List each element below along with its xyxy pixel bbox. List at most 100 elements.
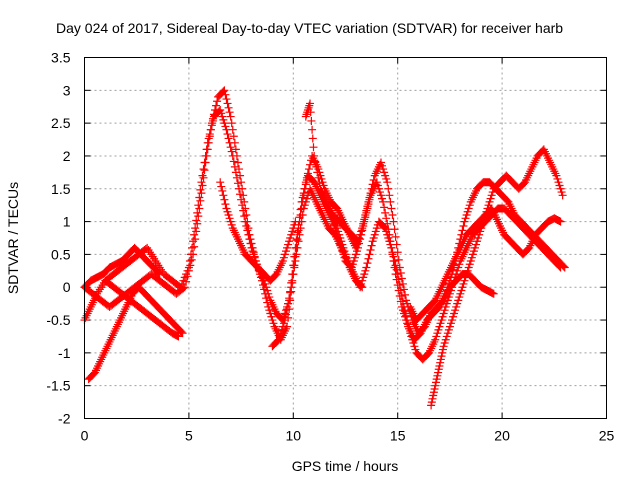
data-point: [429, 388, 438, 397]
data-point: [403, 316, 412, 325]
data-point: [239, 191, 248, 200]
data-point: [199, 173, 208, 182]
x-tick-label: 20: [494, 428, 510, 444]
data-point: [367, 241, 376, 250]
data-point: [197, 178, 206, 187]
data-point: [184, 266, 193, 275]
data-point: [207, 119, 216, 128]
x-tick-label: 25: [599, 428, 615, 444]
y-tick-label: 1: [63, 214, 71, 230]
data-point: [304, 103, 313, 112]
data-point: [225, 108, 234, 117]
y-tick-label: 1.5: [51, 181, 71, 197]
data-point: [385, 237, 394, 246]
data-point: [449, 312, 458, 321]
data-point: [227, 220, 236, 229]
data-point: [358, 283, 367, 292]
data-point: [218, 112, 227, 121]
data-point: [378, 161, 387, 170]
data-point: [464, 263, 473, 272]
data-point: [554, 178, 563, 187]
data-point: [350, 253, 359, 262]
data-point: [222, 204, 231, 213]
data-point: [393, 270, 402, 279]
data-point: [194, 201, 203, 210]
data-point: [201, 158, 210, 167]
data-point: [288, 276, 297, 285]
data-point: [369, 176, 378, 185]
data-point: [221, 90, 230, 99]
data-point: [232, 151, 241, 160]
data-point: [463, 266, 472, 275]
data-point: [368, 180, 377, 189]
data-point: [223, 207, 232, 216]
x-tick-label: 15: [390, 428, 406, 444]
data-point: [462, 211, 471, 220]
data-point: [221, 200, 230, 209]
data-point: [369, 234, 378, 242]
data-point: [366, 246, 375, 255]
data-point: [434, 368, 443, 377]
data-point: [298, 211, 307, 220]
data-point: [555, 181, 564, 190]
y-axis-label: SDTVAR / TECUs: [5, 182, 21, 294]
data-point: [196, 196, 205, 205]
data-point: [223, 130, 232, 139]
data-point: [283, 243, 292, 252]
data-point: [211, 106, 219, 115]
data-point: [459, 279, 468, 288]
data-point: [468, 250, 477, 259]
data-point: [192, 216, 201, 225]
data-point: [177, 328, 186, 337]
data-point: [300, 201, 309, 210]
data-point: [187, 255, 196, 264]
data-point: [380, 223, 389, 232]
data-point: [441, 302, 450, 311]
data-point: [178, 329, 187, 338]
data-point: [226, 217, 235, 226]
y-tick-label: 0: [63, 279, 71, 295]
data-point: [389, 217, 398, 226]
data-point: [262, 294, 271, 303]
data-point: [289, 224, 298, 233]
data-point: [391, 261, 400, 270]
data-point: [240, 197, 249, 206]
data-point: [242, 221, 251, 230]
data-point: [382, 227, 391, 236]
data-point: [305, 101, 314, 110]
data-point: [246, 235, 255, 244]
data-point: [391, 232, 400, 241]
data-point: [301, 178, 310, 187]
data-point: [446, 319, 455, 328]
x-tick-label: 10: [286, 428, 302, 444]
data-point: [427, 401, 436, 410]
data-point: [195, 204, 204, 213]
series-satellite-track-d: [80, 99, 567, 410]
data-point: [288, 227, 297, 236]
data-point: [436, 358, 445, 367]
data-point: [264, 302, 273, 311]
data-point: [275, 332, 284, 341]
data-point: [212, 101, 221, 110]
data-point: [302, 173, 311, 182]
data-point: [186, 261, 195, 270]
data-point: [435, 322, 444, 331]
data-point: [304, 165, 313, 174]
data-point: [458, 226, 467, 235]
x-axis-ticks: 0 5 10 15 20 25: [81, 57, 615, 444]
data-point: [289, 270, 298, 279]
data-point: [193, 219, 202, 228]
data-point: [386, 240, 395, 249]
data-point: [155, 270, 164, 279]
data-point: [428, 394, 437, 403]
data-point: [182, 277, 191, 286]
data-point: [436, 355, 445, 364]
data-point: [293, 235, 302, 244]
data-point: [333, 224, 342, 233]
data-point: [266, 309, 275, 318]
data-point: [475, 230, 484, 239]
data-point: [439, 309, 448, 318]
data-point: [451, 306, 460, 315]
data-point: [442, 299, 451, 308]
data-point: [431, 378, 440, 387]
